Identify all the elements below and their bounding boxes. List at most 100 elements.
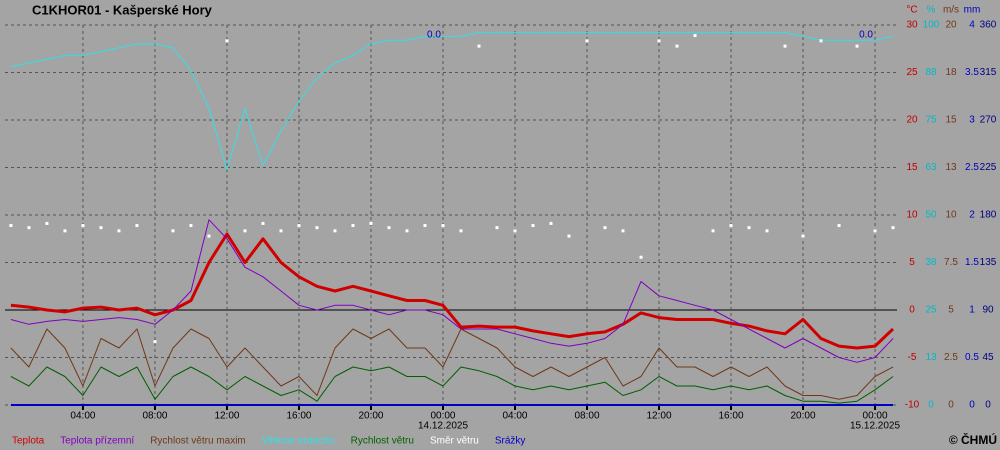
direction-dot [819, 39, 823, 43]
y-tick-label: 20 [945, 20, 957, 31]
y-tick-label: 0.5 [965, 352, 979, 363]
direction-dot [441, 224, 445, 228]
direction-dot [549, 221, 553, 225]
y-tick-label: 30 [906, 20, 918, 31]
series-line [10, 328, 894, 400]
direction-dot [621, 229, 625, 233]
copyright: © ČHMÚ [949, 432, 997, 447]
legend-entry: Teplota přízemní [60, 436, 134, 447]
x-tick-label: 16:00 [719, 411, 744, 422]
direction-dot [729, 224, 733, 228]
y-tick-label: 10 [906, 210, 918, 221]
y-tick-label: 3 [969, 115, 975, 126]
y-tick-label: 2.5 [944, 352, 958, 363]
direction-dot [153, 340, 157, 344]
direction-dot [171, 229, 175, 233]
direction-dot [387, 226, 391, 230]
y-tick-label: 0 [969, 400, 975, 411]
legend-entry: Teplota [12, 436, 45, 447]
y-tick-label: 180 [980, 210, 997, 221]
series-line [10, 32, 894, 170]
y-tick-label: 3.5 [965, 67, 979, 78]
direction-dot [351, 224, 355, 228]
legend-entry: Srážky [495, 436, 526, 447]
x-tick-label: 04:00 [502, 411, 527, 422]
x-tick-label: 12:00 [214, 411, 239, 422]
direction-dot [567, 234, 571, 238]
y-tick-label: 360 [980, 20, 997, 31]
direction-dot [99, 226, 103, 230]
series-line [10, 232, 895, 350]
direction-dot [279, 229, 283, 233]
annotation: 0.0 [427, 30, 441, 41]
y-tick-label: 25 [925, 305, 937, 316]
y-tick-label: 63 [925, 162, 937, 173]
direction-dot [801, 234, 805, 238]
x-tick-label: 04:00 [70, 411, 95, 422]
direction-dot [81, 224, 85, 228]
y-tick-label: 0 [948, 400, 954, 411]
direction-dot [693, 34, 697, 38]
direction-dot [639, 255, 643, 259]
x-tick-label: 00:00 [863, 411, 888, 422]
y-tick-label: 315 [980, 67, 997, 78]
x-tick-label: 20:00 [791, 411, 816, 422]
y-tick-label: 90 [982, 305, 994, 316]
annotation: 0.0 [859, 30, 873, 41]
y-tick-label: -5 [908, 352, 917, 363]
direction-dot [333, 229, 337, 233]
direction-dot [477, 44, 481, 48]
direction-dot [225, 39, 229, 43]
axis-unit: m/s [943, 5, 959, 16]
y-tick-label: 75 [925, 115, 937, 126]
chart-title: C1KHOR01 - Kašperské Hory [32, 2, 213, 17]
y-tick-label: 5 [909, 257, 915, 268]
direction-dot [135, 224, 139, 228]
y-tick-label: 0 [928, 400, 934, 411]
direction-dot [27, 226, 31, 230]
y-tick-label: 50 [925, 210, 937, 221]
date-label: 15.12.2025 [850, 421, 900, 432]
direction-dot [765, 229, 769, 233]
direction-dot [63, 229, 67, 233]
x-tick-label: 12:00 [646, 411, 671, 422]
series-line [10, 219, 894, 363]
direction-dot [603, 226, 607, 230]
y-tick-label: 18 [945, 67, 957, 78]
y-tick-label: 225 [980, 162, 997, 173]
y-tick-label: 15 [945, 115, 957, 126]
direction-dot [315, 226, 319, 230]
y-tick-label: 1 [969, 305, 975, 316]
direction-dot [117, 229, 121, 233]
direction-dot [207, 234, 211, 238]
direction-dot [189, 224, 193, 228]
y-tick-label: 13 [945, 162, 957, 173]
direction-dot [585, 39, 589, 43]
y-tick-label: -10 [905, 400, 920, 411]
direction-dot [369, 221, 373, 225]
direction-dot [243, 229, 247, 233]
direction-dot [747, 226, 751, 230]
x-tick-label: 16:00 [286, 411, 311, 422]
direction-dot [45, 221, 49, 225]
direction-dot [297, 224, 301, 228]
direction-dot [675, 44, 679, 48]
y-tick-label: 88 [925, 67, 937, 78]
direction-dot [657, 39, 661, 43]
axis-unit: mm [964, 5, 981, 16]
y-tick-label: 20 [906, 115, 918, 126]
legend-entry: Rychlost větru [351, 436, 414, 447]
direction-dot [531, 224, 535, 228]
direction-dot [783, 44, 787, 48]
y-tick-label: 5 [948, 305, 954, 316]
direction-dot [513, 229, 517, 233]
axis-unit: °C [906, 5, 917, 16]
y-tick-label: 7.5 [944, 257, 958, 268]
direction-dot [9, 224, 13, 228]
direction-dot [495, 226, 499, 230]
y-tick-label: 1.5 [965, 257, 979, 268]
x-tick-label: 08:00 [574, 411, 599, 422]
direction-dot [459, 229, 463, 233]
direction-dot [837, 224, 841, 228]
